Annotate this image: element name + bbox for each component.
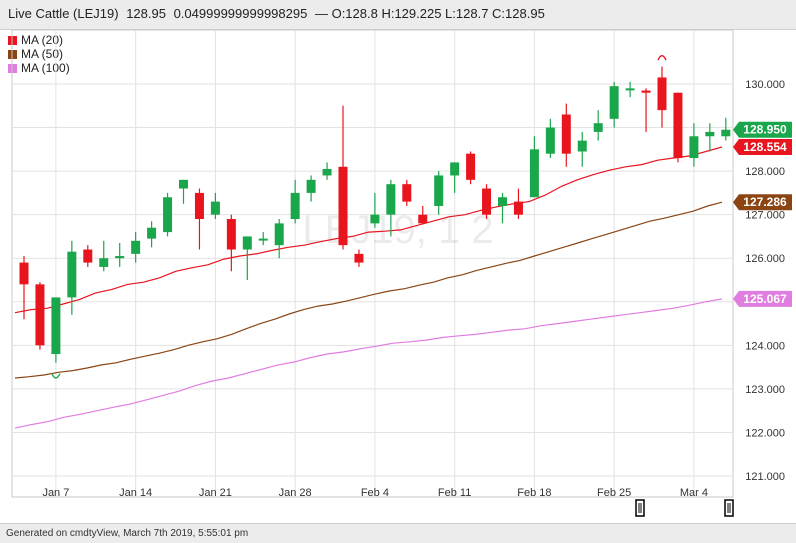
x-tick-label: Feb 4 [361, 487, 389, 499]
price-badge [733, 121, 792, 138]
candle-body [450, 162, 460, 176]
candle-body [51, 297, 61, 355]
legend-label: MA (100) [21, 61, 70, 75]
x-tick-label: Feb 18 [517, 487, 551, 499]
candles [19, 66, 731, 363]
candle-body [545, 127, 555, 154]
y-tick-label: 130.000 [745, 79, 785, 91]
price-badge [733, 290, 792, 307]
last-price: 128.95 [126, 6, 166, 21]
candle-body [163, 197, 173, 233]
price-badge-label: 127.286 [743, 195, 787, 209]
candle-body [242, 236, 252, 250]
x-tick-label: Jan 14 [119, 487, 152, 499]
legend-label: MA (20) [21, 33, 64, 47]
candle-body [513, 201, 523, 215]
candle-body [370, 214, 380, 224]
chart-markers [51, 55, 734, 517]
y-tick-label: 128.000 [745, 166, 785, 178]
y-tick-label: 123.000 [745, 384, 785, 396]
candle-body [641, 90, 651, 93]
candle-body [354, 253, 364, 263]
y-tick-label: 127.000 [745, 210, 785, 222]
scroll-handle [635, 499, 645, 517]
candle-body [529, 149, 539, 198]
candle-body [705, 131, 715, 137]
candle-body [673, 92, 683, 159]
y-tick-label: 126.000 [745, 253, 785, 265]
scroll-handle [724, 499, 734, 517]
candle-body [19, 262, 29, 285]
y-tick-label: 122.000 [745, 427, 785, 439]
candle-body [258, 238, 268, 241]
candle-body [593, 123, 603, 132]
candle-body [306, 179, 316, 193]
candle-body [498, 197, 507, 206]
x-tick-label: Jan 7 [42, 487, 69, 499]
x-tick-label: Feb 11 [438, 487, 471, 499]
legend-label: MA (50) [21, 47, 64, 61]
price-change: 0.04999999999998295 [173, 6, 308, 21]
candle-body [338, 166, 348, 246]
chart-header: Live Cattle (LEJ19) 128.95 0.04999999999… [0, 0, 796, 30]
candle-body [434, 175, 444, 206]
candle-body [274, 223, 284, 246]
price-badge-label: 125.067 [743, 292, 787, 306]
candle-body [194, 192, 204, 220]
moving-averages [14, 146, 723, 429]
candle-body [35, 284, 45, 346]
generated-note: Generated on cmdtyView, March 7th 2019, … [6, 528, 249, 539]
ma-line [14, 146, 723, 314]
plot-border [11, 29, 734, 498]
price-badges: 128.950 128.554 127.286 125.067 [733, 121, 792, 307]
price-badge [733, 194, 792, 211]
ma-line [14, 298, 723, 429]
candle-body [482, 188, 492, 215]
candle-body [402, 184, 412, 202]
x-tick-label: Jan 28 [279, 487, 312, 499]
candle-body [147, 227, 157, 239]
candle-body [689, 136, 699, 159]
candle-body [466, 153, 476, 180]
gridlines [11, 29, 734, 498]
candle-body [179, 179, 188, 189]
candle-body [226, 219, 236, 250]
candle-body [83, 249, 93, 263]
x-tick-label: Feb 25 [597, 487, 631, 499]
candle-body [131, 240, 141, 254]
candle-body [577, 140, 587, 152]
low-marker [51, 373, 61, 379]
candle-body [290, 192, 300, 220]
candle-body [561, 114, 571, 154]
x-tick-label: Jan 21 [199, 487, 232, 499]
high-marker [657, 55, 667, 61]
price-badge-label: 128.554 [743, 140, 787, 154]
candle-body [386, 184, 396, 215]
candle-body [625, 88, 635, 91]
x-tick-label: Mar 4 [680, 487, 708, 499]
candle-body [210, 201, 220, 215]
candle-body [721, 129, 731, 137]
ma-line [14, 201, 723, 379]
y-tick-label: 124.000 [745, 340, 785, 352]
instrument-name: Live Cattle (LEJ19) [8, 6, 119, 21]
price-badge [733, 138, 792, 155]
y-tick-label: 121.000 [745, 471, 785, 483]
price-badge-label: 128.950 [743, 123, 787, 137]
candle-body [115, 256, 125, 259]
candle-body [657, 77, 667, 111]
candle-body [322, 168, 332, 176]
candle-body [609, 86, 619, 119]
ohlc-readout: — O:128.8 H:129.225 L:128.7 C:128.95 [314, 6, 545, 21]
candle-body [99, 258, 109, 267]
candle-body [67, 251, 77, 298]
footer: Generated on cmdtyView, March 7th 2019, … [0, 523, 796, 543]
candle-body [418, 214, 428, 224]
